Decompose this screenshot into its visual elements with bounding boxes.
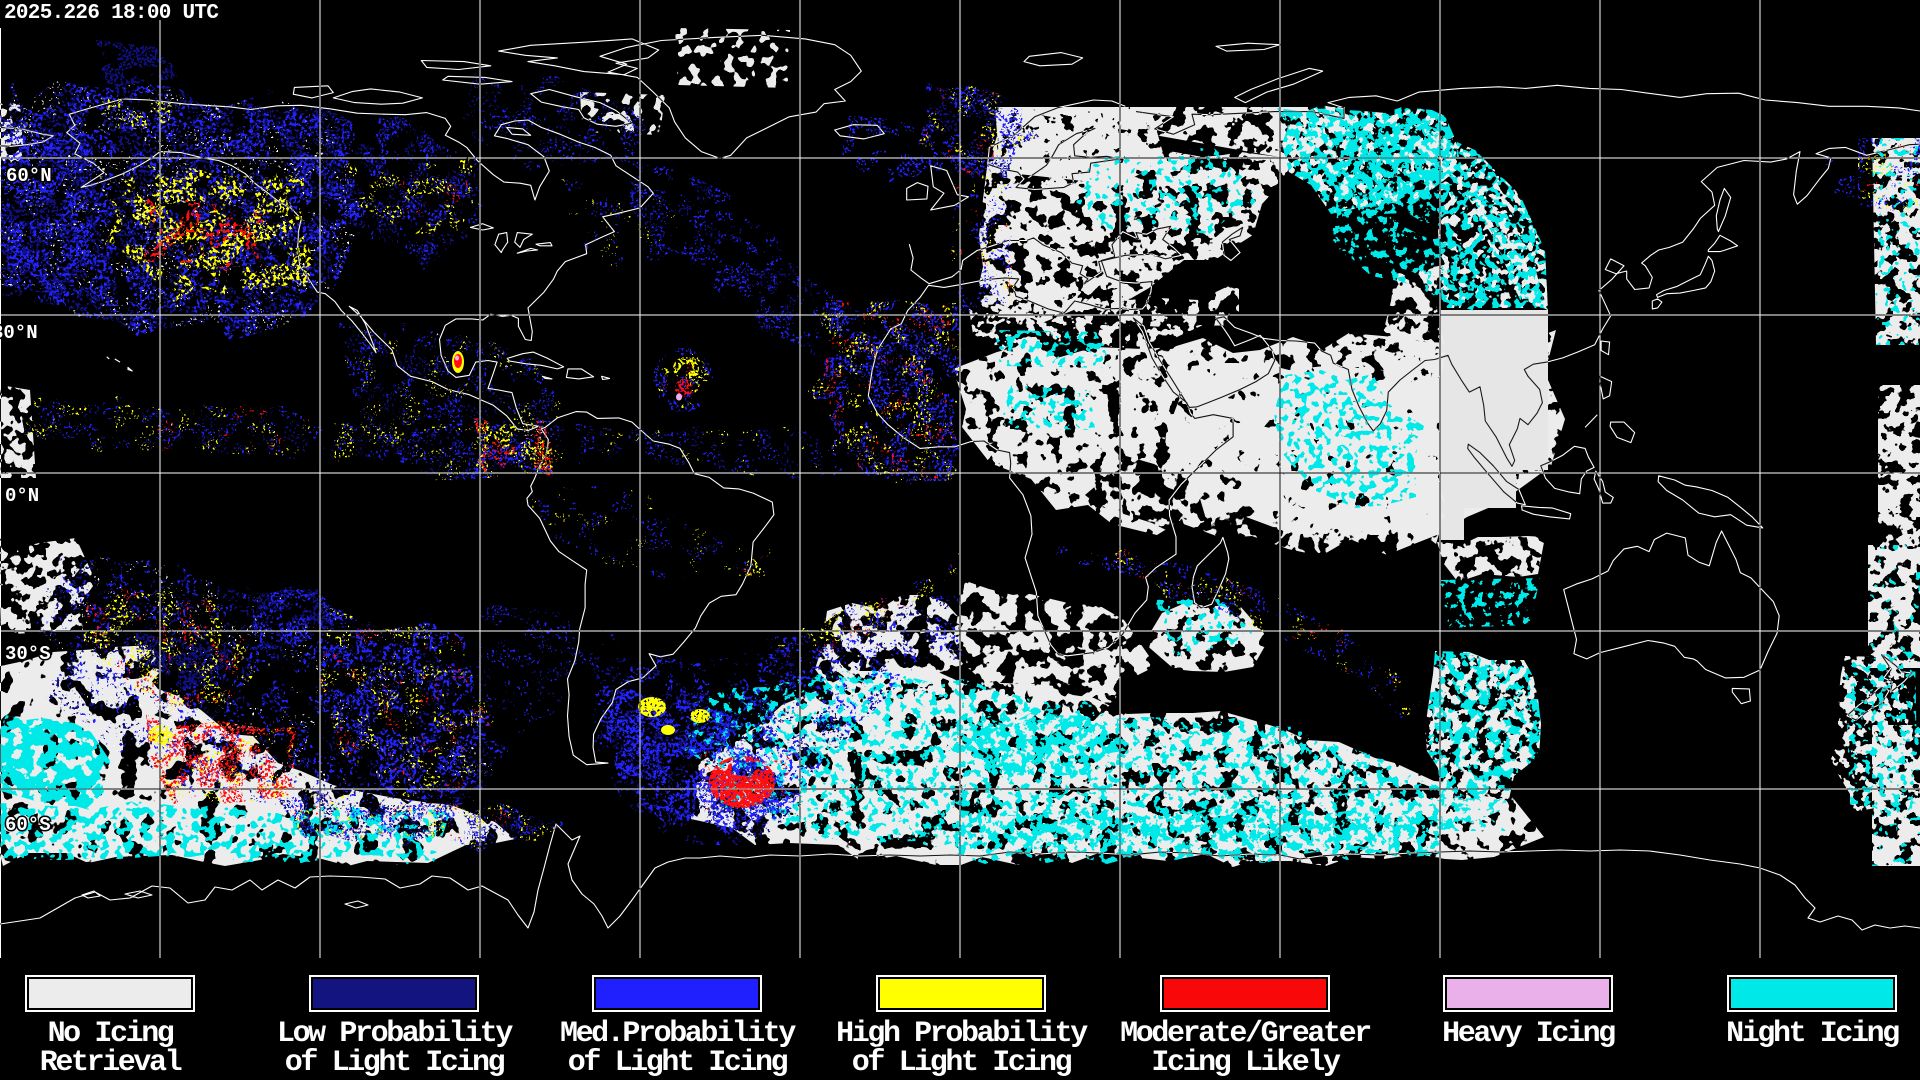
svg-text:No Icing: No Icing [48, 1017, 174, 1051]
svg-text:Heavy Icing: Heavy Icing [1442, 1017, 1615, 1051]
svg-text:Moderate/Greater: Moderate/Greater [1120, 1017, 1370, 1051]
svg-text:Retrieval: Retrieval [40, 1046, 182, 1080]
svg-text:Med.Probability: Med.Probability [560, 1017, 796, 1051]
svg-text:Low Probability: Low Probability [277, 1017, 513, 1051]
svg-text:60°S: 60°S [5, 814, 51, 836]
svg-text:Icing Likely: Icing Likely [1151, 1046, 1341, 1080]
svg-text:of Light Icing: of Light Icing [568, 1046, 788, 1080]
svg-text:2025.226 18:00 UTC: 2025.226 18:00 UTC [4, 2, 219, 25]
svg-text:of Light Icing: of Light Icing [852, 1046, 1072, 1080]
svg-text:30°S: 30°S [5, 643, 51, 665]
svg-text:60°N: 60°N [6, 165, 52, 187]
svg-text:30°N: 30°N [0, 322, 38, 344]
svg-text:0°N: 0°N [5, 485, 39, 507]
svg-text:Night Icing: Night Icing [1726, 1017, 1899, 1051]
svg-text:of Light Icing: of Light Icing [285, 1046, 505, 1080]
svg-text:High Probability: High Probability [836, 1017, 1088, 1051]
